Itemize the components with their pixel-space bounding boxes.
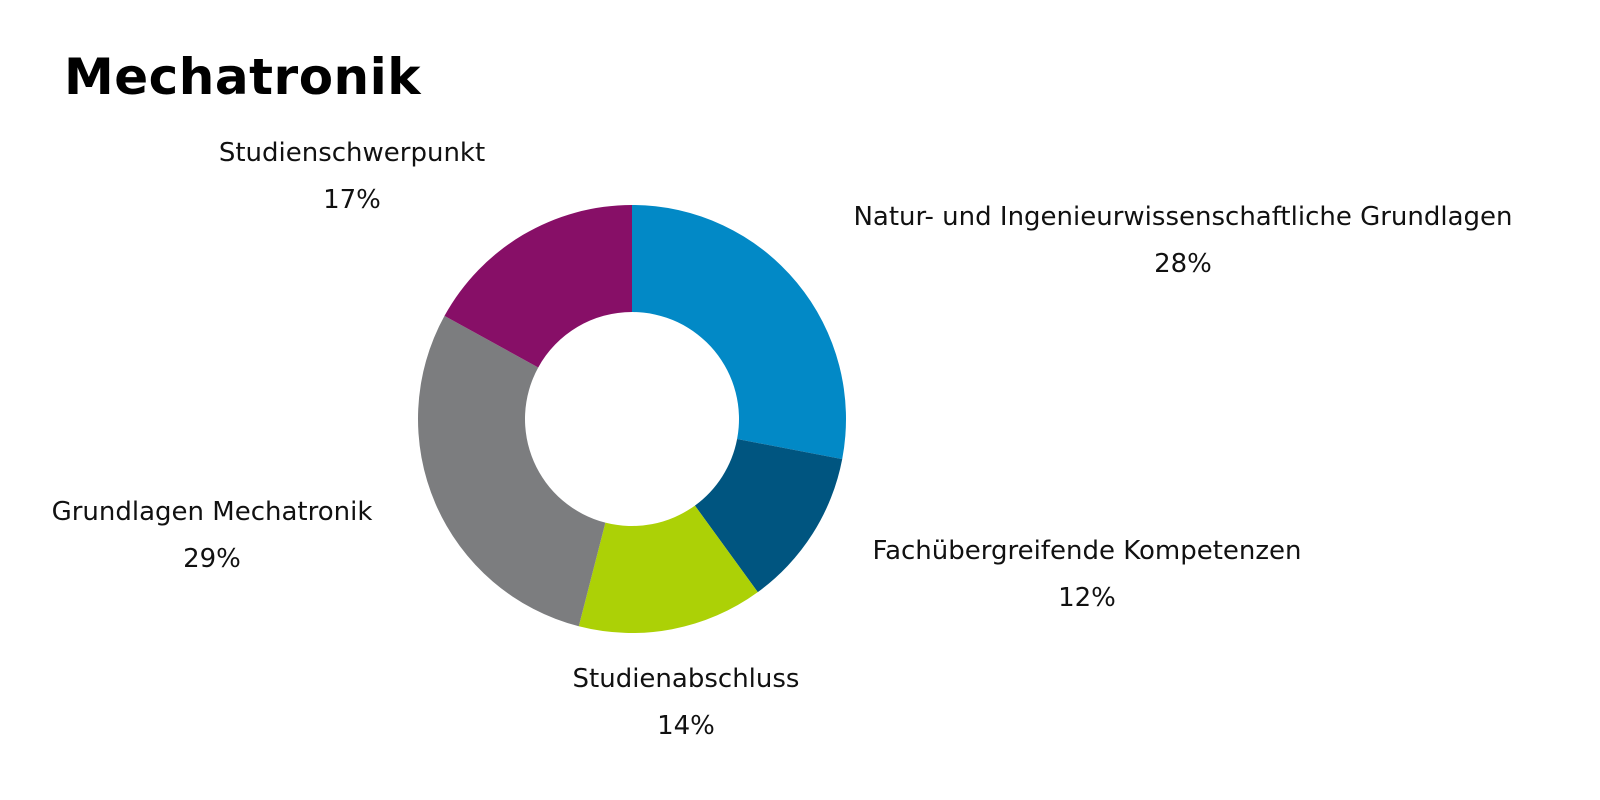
slice-value-grundlagen-mechatronik: 29% (183, 544, 241, 574)
slice-natur-ingenieur (632, 205, 846, 460)
donut-slices (418, 205, 846, 633)
slice-label-studienabschluss: Studienabschluss (573, 664, 800, 694)
slice-grundlagen-mechatronik (418, 315, 606, 627)
slice-value-studienschwerpunkt: 17% (323, 185, 381, 215)
slice-label-fachuebergreifend: Fachübergreifende Kompetenzen (873, 536, 1302, 566)
slice-label-natur-ingenieur: Natur- und Ingenieurwissenschaftliche Gr… (853, 202, 1512, 232)
slice-value-natur-ingenieur: 28% (1154, 249, 1212, 279)
slice-label-studienschwerpunkt: Studienschwerpunkt (219, 138, 485, 168)
slice-studienabschluss (578, 505, 758, 633)
slice-studienschwerpunkt (444, 205, 632, 368)
slice-value-fachuebergreifend: 12% (1058, 583, 1116, 613)
slice-label-grundlagen-mechatronik: Grundlagen Mechatronik (52, 497, 373, 527)
slice-labels: Natur- und Ingenieurwissenschaftliche Gr… (52, 138, 1513, 741)
slice-value-studienabschluss: 14% (657, 711, 715, 741)
chart-title: Mechatronik (64, 48, 422, 106)
slice-fachuebergreifend (694, 439, 843, 593)
